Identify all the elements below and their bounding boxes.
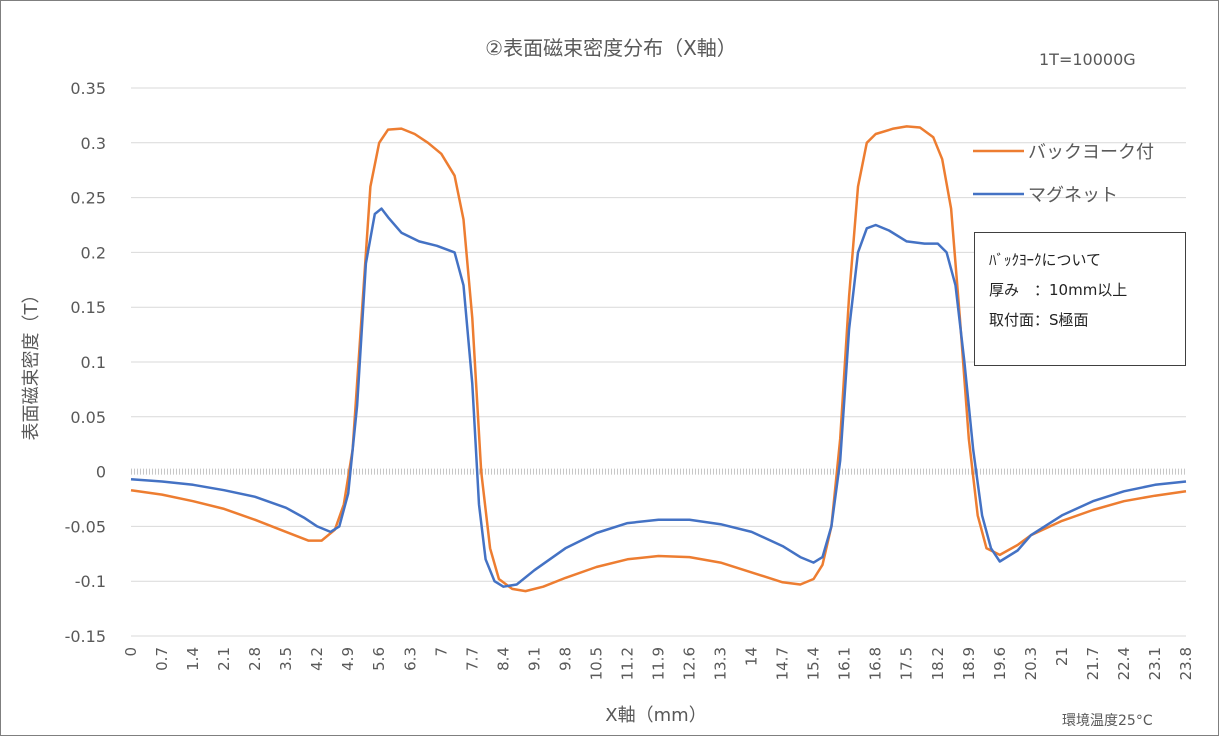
y-tick-label: -0.1 <box>75 572 106 591</box>
x-tick-label: 18.9 <box>960 647 978 680</box>
y-tick-label: 0 <box>96 463 106 482</box>
x-tick-label: 21.7 <box>1084 647 1102 680</box>
note-line-heading: ﾊﾞｯｸﾖｰｸについて <box>989 251 1102 269</box>
x-tick-label: 21 <box>1053 647 1071 666</box>
x-tick-label: 4.2 <box>308 647 326 671</box>
legend-label-magnet: マグネット <box>1028 185 1118 206</box>
legend-item-backyoke: バックヨーク付 <box>973 142 1154 163</box>
gridlines <box>131 87 1186 637</box>
x-tick-label: 13.3 <box>712 647 730 680</box>
x-tick-label: 23.1 <box>1146 647 1164 680</box>
y-tick-label: 0.35 <box>70 79 106 98</box>
x-tick-label: 7.7 <box>463 647 481 671</box>
y-tick-label: 0.15 <box>70 298 106 317</box>
x-tick-label: 16.1 <box>836 647 854 680</box>
x-tick-label: 11.9 <box>650 647 668 680</box>
x-tick-label: 5.6 <box>370 647 388 671</box>
x-tick-label: 0 <box>122 647 140 657</box>
x-tick-label: 1.4 <box>184 647 202 671</box>
x-tick-label: 7 <box>432 647 450 657</box>
x-tick-label: 8.4 <box>494 647 512 671</box>
series-layer <box>130 125 1187 593</box>
x-tick-label: 12.6 <box>681 647 699 680</box>
x-tick-label: 9.1 <box>525 647 543 671</box>
x-tick-label: 20.3 <box>1022 647 1040 680</box>
legend-item-magnet: マグネット <box>973 185 1118 206</box>
x-tick-label: 16.8 <box>867 647 885 680</box>
x-tick-label: 14.7 <box>774 647 792 680</box>
y-tick-label: -0.05 <box>65 517 106 536</box>
y-tick-label: 0.05 <box>70 408 106 427</box>
x-tick-label: 4.9 <box>339 647 357 671</box>
x-axis-label: X軸（mm） <box>605 705 706 726</box>
note-line-mounting: 取付面：S極面 <box>989 311 1089 329</box>
y-tick-labels: 0.35 0.3 0.25 0.2 0.15 0.1 0.05 0 -0.05 -0.1 -0.15 <box>65 79 106 646</box>
note-line-thickness: 厚み ：10mm以上 <box>989 281 1128 299</box>
legend: バックヨーク付 マグネット <box>973 142 1154 206</box>
series-magnet-line <box>130 207 1187 588</box>
x-tick-label: 23.8 <box>1177 647 1195 680</box>
y-tick-label: 0.25 <box>70 189 106 208</box>
x-tick-label: 18.2 <box>929 647 947 680</box>
x-tick-label: 19.6 <box>991 647 1009 680</box>
legend-label-backyoke: バックヨーク付 <box>1028 142 1154 163</box>
x-tick-label: 2.8 <box>246 647 264 671</box>
y-axis-label: 表面磁束密度（T） <box>21 286 42 441</box>
chart-title: ②表面磁束密度分布（X軸） <box>485 36 737 60</box>
x-tick-label: 0.7 <box>153 647 171 671</box>
x-tick-label: 3.5 <box>277 647 295 671</box>
x-tick-label: 9.8 <box>556 647 574 671</box>
x-tick-label: 14 <box>743 647 761 666</box>
backyoke-note-box: ﾊﾞｯｸﾖｰｸについて 厚み ：10mm以上 取付面：S極面 <box>974 232 1186 366</box>
x-tick-label: 10.5 <box>587 647 605 680</box>
x-tick-label: 22.4 <box>1115 647 1133 680</box>
x-tick-label: 6.3 <box>401 647 419 671</box>
x-tick-label: 11.2 <box>618 647 636 680</box>
unit-note: 1T=10000G <box>1039 50 1136 69</box>
footer-note: 環境温度25°C <box>1062 713 1153 729</box>
series-backyoke-line <box>130 125 1187 593</box>
y-tick-label: 0.2 <box>81 243 106 262</box>
x-tick-labels: 0 0.7 1.4 2.1 2.8 3.5 4.2 4.9 5.6 6.3 7 7.7 8.4 9.1 9.… <box>122 647 1195 680</box>
y-tick-label: -0.15 <box>65 627 106 646</box>
x-tick-label: 15.4 <box>805 647 823 680</box>
x-tick-label: 17.5 <box>898 647 916 680</box>
x-tick-label: 2.1 <box>215 647 233 671</box>
y-tick-label: 0.1 <box>81 353 106 372</box>
y-tick-label: 0.3 <box>81 134 106 153</box>
